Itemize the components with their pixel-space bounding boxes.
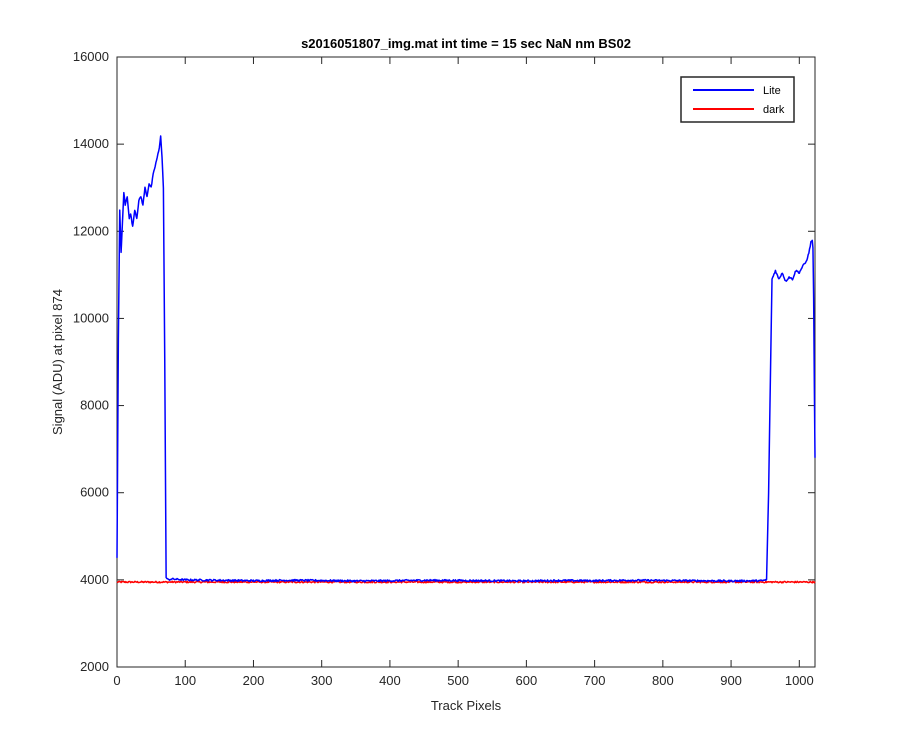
series-layer — [116, 135, 816, 584]
x-tick-label: 900 — [720, 673, 742, 688]
y-tick-label: 8000 — [80, 398, 109, 413]
x-tick-label: 800 — [652, 673, 674, 688]
x-tick-label: 0 — [113, 673, 120, 688]
legend-label-dark: dark — [763, 104, 785, 116]
x-tick-label: 500 — [447, 673, 469, 688]
x-tick-label: 600 — [516, 673, 538, 688]
y-tick-label: 4000 — [80, 572, 109, 587]
series-line-lite — [116, 135, 816, 583]
legend-box — [680, 76, 795, 123]
x-tick-label: 100 — [174, 673, 196, 688]
x-tick-label: 1000 — [785, 673, 814, 688]
x-tick-label: 400 — [379, 673, 401, 688]
x-axis-label: Track Pixels — [431, 698, 502, 713]
y-axis-label: Signal (ADU) at pixel 874 — [50, 289, 65, 435]
y-tick-label: 14000 — [73, 136, 109, 151]
legend-label-lite: Lite — [763, 85, 781, 97]
y-tick-label: 10000 — [73, 310, 109, 325]
y-tick-label: 12000 — [73, 223, 109, 238]
y-axis: 2000 4000 6000 8000 10000 12000 14000 16000 — [73, 49, 815, 674]
chart-title: s2016051807_img.mat int time = 15 sec Na… — [301, 36, 631, 51]
y-tick-label: 6000 — [80, 485, 109, 500]
x-tick-label: 200 — [243, 673, 265, 688]
plot-area — [116, 56, 816, 668]
x-tick-label: 700 — [584, 673, 606, 688]
y-tick-label: 16000 — [73, 49, 109, 64]
x-tick-label: 300 — [311, 673, 333, 688]
y-tick-label: 2000 — [80, 659, 109, 674]
x-axis: 0 100 200 300 400 500 600 700 800 900 1000 — [113, 57, 814, 688]
legend: Lite dark — [680, 76, 795, 123]
